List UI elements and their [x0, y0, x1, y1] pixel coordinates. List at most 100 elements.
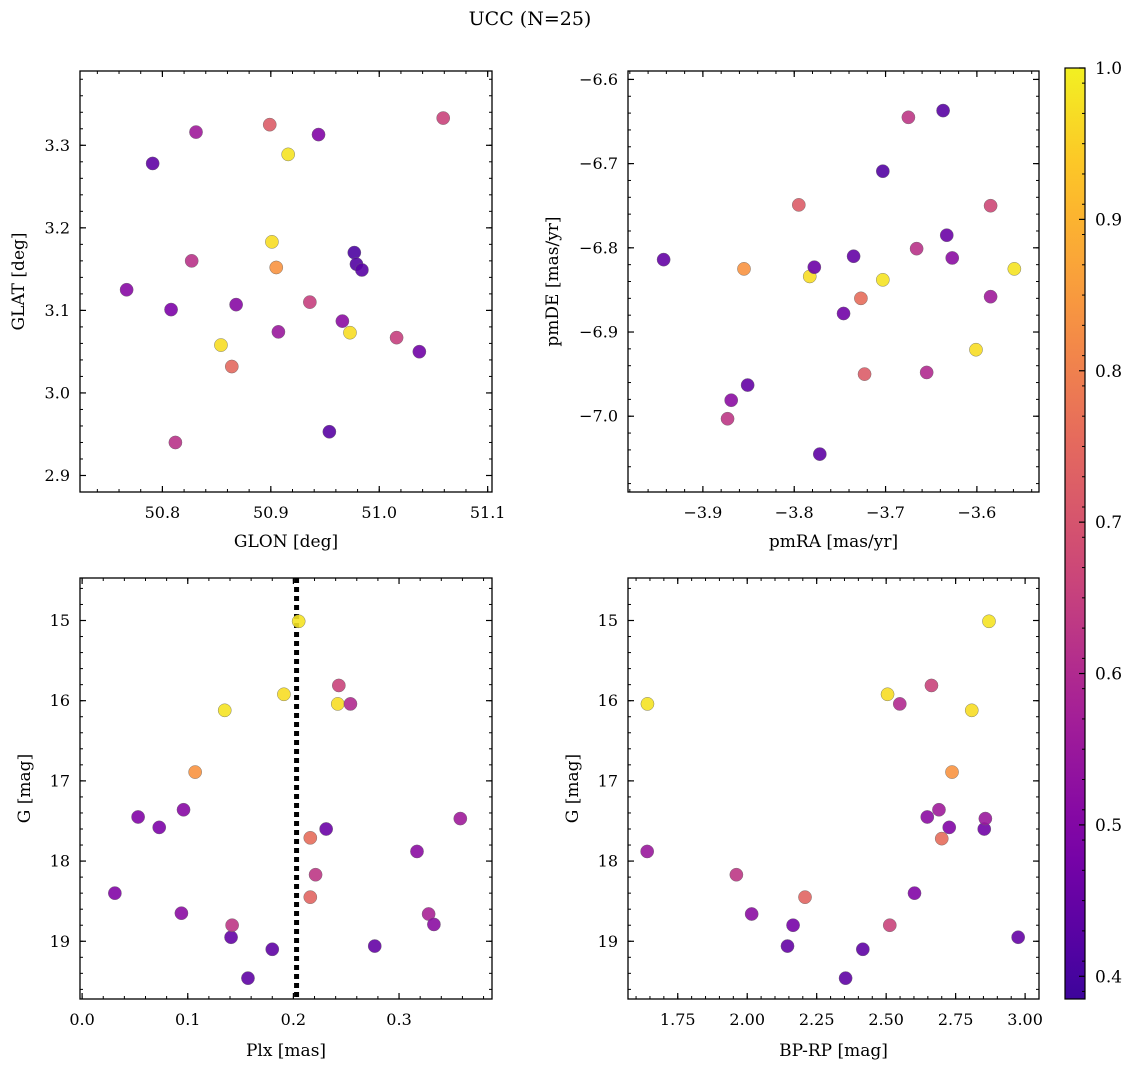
data-point [983, 289, 998, 304]
y-tick-label: −7.0 [579, 407, 618, 426]
data-point [846, 249, 861, 264]
data-point [119, 282, 134, 297]
panel-cmd: 1.75 2.00 2.25 2.50 2.75 3.00 15 16 17 18 19 BP-RP … [563, 577, 1043, 1061]
data-point [880, 687, 895, 702]
data-point [919, 365, 934, 380]
data-point [319, 822, 333, 836]
y-tick-label: 17 [50, 771, 70, 790]
x-tick-label: −3.6 [957, 503, 996, 522]
data-point [367, 939, 382, 953]
data-point [1007, 262, 1022, 276]
data-point [188, 765, 202, 779]
data-point [1011, 930, 1025, 945]
data-point [322, 424, 337, 439]
y-tick-label: 15 [598, 611, 618, 630]
data-point [982, 614, 996, 629]
data-point [838, 971, 853, 985]
data-point [176, 802, 191, 817]
axes-frame [627, 70, 1040, 493]
colorbar: 0.4 0.5 0.6 0.7 0.8 0.9 1.0 [1064, 59, 1122, 1000]
data-point [969, 342, 983, 357]
data-point [225, 918, 239, 933]
data-point [427, 917, 441, 932]
colorbar-gradient [1064, 67, 1086, 1000]
data-point [857, 367, 872, 381]
data-point [217, 703, 232, 718]
data-point [131, 810, 145, 824]
data-point [308, 867, 323, 882]
y-tick-label: 16 [50, 691, 70, 710]
x-tick-label: −3.9 [683, 503, 722, 522]
data-point [737, 262, 751, 276]
data-point [920, 810, 935, 824]
x-tick-label: −3.7 [866, 503, 905, 522]
y-axis-label: GLAT [deg] [9, 232, 29, 330]
y-tick-label: 15 [50, 611, 70, 630]
x-axis-label: GLON [deg] [234, 532, 338, 552]
y-tick-label: 18 [598, 852, 618, 871]
data-point [724, 393, 739, 408]
data-point [335, 314, 350, 328]
data-point [343, 325, 357, 340]
data-point [892, 697, 907, 711]
data-point [303, 890, 318, 904]
data-point [945, 251, 960, 265]
data-point [786, 918, 800, 933]
y-tick-label: −6.8 [579, 238, 618, 257]
data-point [269, 260, 284, 275]
y-axis-label: G [mag] [563, 754, 583, 823]
data-point [189, 125, 203, 139]
y-tick-label: −6.9 [579, 323, 618, 342]
data-point [807, 260, 822, 274]
data-point [229, 297, 243, 312]
data-point [983, 198, 998, 213]
data-point [277, 687, 291, 702]
x-tick-label: 0.1 [175, 1010, 200, 1029]
data-point [332, 678, 346, 693]
data-point [355, 263, 369, 277]
x-tick-label: 50.8 [145, 503, 181, 522]
data-point [145, 156, 160, 171]
data-point [909, 241, 924, 256]
y-tick-label: 3.2 [45, 218, 70, 237]
x-tick-label: 0.2 [281, 1010, 306, 1029]
data-point [241, 971, 255, 985]
data-point [744, 907, 759, 921]
x-axis-label: Plx [mas] [246, 1041, 326, 1061]
y-tick-label: 2.9 [45, 466, 70, 485]
data-point [934, 831, 949, 846]
data-point [978, 811, 993, 826]
axes-frame [79, 70, 493, 493]
data-point [347, 245, 362, 260]
panel-plx-g: 0.0 0.1 0.2 0.3 15 16 17 18 19 Plx [mas] G [mag] [15, 577, 493, 1061]
colorbar-tick-label: 1.0 [1095, 59, 1122, 79]
data-point [854, 291, 868, 306]
x-tick-label: 1.75 [660, 1010, 696, 1029]
x-axis-label: BP-RP [mag] [779, 1041, 888, 1061]
colorbar-tick-label: 0.5 [1095, 816, 1122, 836]
page-title: UCC (N=25) [468, 8, 592, 30]
data-point [945, 765, 959, 779]
x-tick-label: 50.9 [253, 503, 289, 522]
data-point [856, 942, 870, 957]
y-tick-label: 19 [50, 932, 70, 951]
y-tick-label: 19 [598, 932, 618, 951]
data-point [901, 110, 916, 125]
y-tick-label: 18 [50, 852, 70, 871]
x-tick-label: 0.3 [386, 1010, 411, 1029]
data-point [876, 164, 890, 178]
data-point [740, 378, 755, 392]
y-tick-label: 3.1 [45, 301, 70, 320]
colorbar-tick-label: 0.4 [1095, 967, 1122, 987]
data-point [453, 811, 468, 826]
y-tick-label: 17 [598, 771, 618, 790]
colorbar-tick-label: 0.7 [1095, 513, 1122, 533]
data-point [174, 906, 189, 920]
x-tick-label: 51.1 [470, 503, 506, 522]
data-point [164, 302, 178, 317]
x-tick-label: −3.8 [775, 503, 814, 522]
data-point [813, 447, 827, 461]
data-point [330, 697, 345, 711]
data-point [939, 228, 954, 242]
